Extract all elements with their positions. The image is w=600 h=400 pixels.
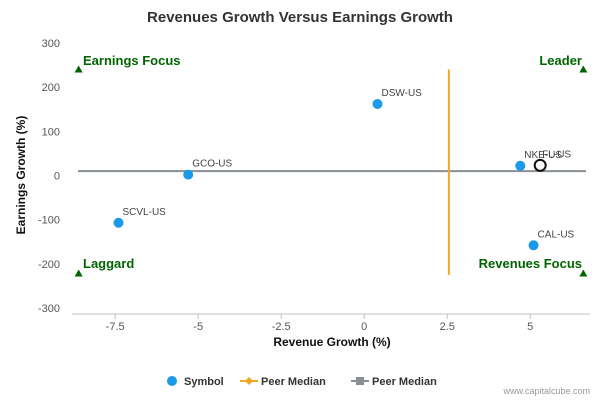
quadrant-markers [74, 65, 588, 277]
y-axis-ticks: 300 200 100 0 -100 -200 -300 [38, 38, 60, 315]
data-point [372, 98, 383, 109]
credit-text: www.capitalcube.com [502, 386, 590, 396]
legend-diamond-icon [245, 377, 253, 385]
y-tick-label: -200 [38, 259, 60, 271]
x-axis-label: Revenue Growth (%) [273, 335, 390, 349]
y-tick-label: 100 [42, 126, 60, 138]
legend-label: Peer Median [372, 376, 437, 388]
y-tick-label: 300 [42, 38, 60, 50]
data-points: DSW-US GCO-US SCVL-US NKE-US CAL-US FL-US [113, 88, 575, 251]
data-point-label: GCO-US [192, 159, 232, 170]
data-point [515, 160, 526, 171]
data-point-label: SCVL-US [122, 207, 166, 218]
legend: Symbol Peer Median Peer Median [167, 376, 437, 388]
x-tick-label: -7.5 [106, 321, 125, 333]
x-tick-label: 2.5 [440, 321, 455, 333]
y-tick-label: 200 [42, 82, 60, 94]
legend-symbol-icon [167, 376, 177, 386]
data-point-label: NKE-US [524, 150, 562, 161]
quadrant-label-revenues-focus: Revenues Focus [479, 256, 582, 271]
quadrant-label-leader: Leader [539, 53, 582, 68]
quadrant-label-earnings-focus: Earnings Focus [83, 53, 181, 68]
legend-label: Symbol [184, 376, 224, 388]
x-tick-label: 0 [361, 321, 367, 333]
peer-median-lines [78, 69, 586, 275]
x-tick-label: -5 [193, 321, 203, 333]
highlight-point [533, 158, 547, 172]
quadrant-triangle-icon [74, 269, 83, 277]
data-point-label: DSW-US [381, 88, 422, 99]
y-axis-label: Earnings Growth (%) [14, 116, 28, 235]
data-point-label: CAL-US [538, 229, 575, 240]
legend-label: Peer Median [261, 376, 326, 388]
quadrant-label-laggard: Laggard [83, 256, 134, 271]
highlight-point-label: FL-US [542, 149, 571, 160]
quadrant-triangle-icon [579, 65, 588, 73]
data-point [528, 240, 539, 251]
quadrant-triangle-icon [579, 269, 588, 277]
quadrant-triangle-icon [74, 65, 83, 73]
x-tick-label: 5 [527, 321, 533, 333]
legend-square-icon [356, 377, 364, 385]
x-axis-ticks: -7.5 -5 -2.5 0 2.5 5 [106, 314, 533, 333]
y-tick-label: -300 [38, 303, 60, 315]
data-point [183, 169, 194, 180]
data-point [113, 217, 124, 228]
y-tick-label: 0 [54, 171, 60, 183]
y-tick-label: -100 [38, 215, 60, 227]
x-tick-label: -2.5 [272, 321, 291, 333]
chart-title: Revenues Growth Versus Earnings Growth [147, 9, 453, 26]
